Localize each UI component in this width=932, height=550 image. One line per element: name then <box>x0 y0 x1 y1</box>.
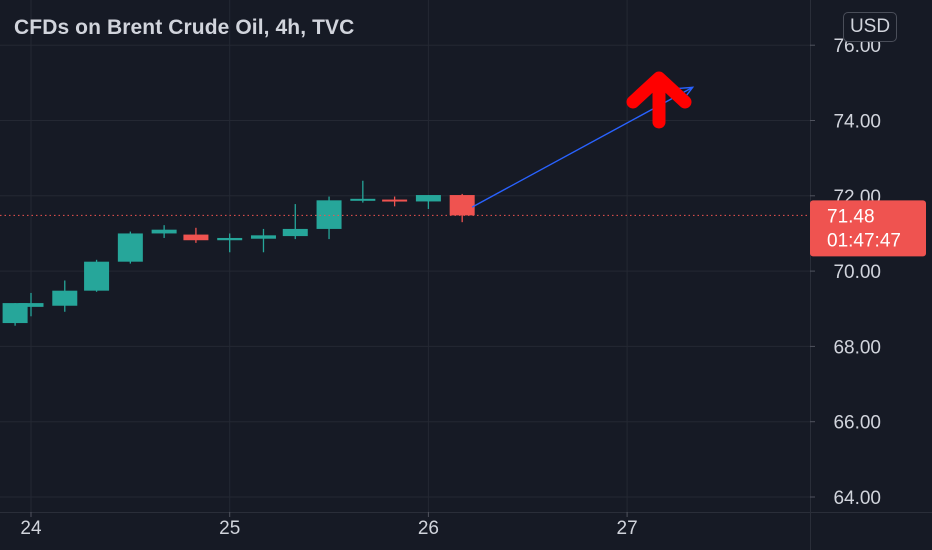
candle-body <box>18 303 44 307</box>
candle <box>382 196 408 207</box>
candle <box>2 303 28 326</box>
x-tick-label: 27 <box>617 518 638 539</box>
up-arrow-icon <box>626 71 692 129</box>
candle <box>52 280 78 312</box>
candle <box>151 225 177 238</box>
candle-body <box>316 200 342 229</box>
candle <box>217 233 243 253</box>
last-price-value: 71.48 <box>827 206 875 227</box>
candle <box>316 196 342 240</box>
candle <box>282 204 308 240</box>
candles <box>2 180 475 326</box>
candle <box>18 292 44 317</box>
x-tick-label: 26 <box>418 518 439 539</box>
candle-body <box>183 234 209 241</box>
candle-body <box>282 228 308 237</box>
candle-body <box>250 235 276 239</box>
overlay <box>0 71 810 216</box>
price-axis-bg <box>810 0 932 550</box>
bar-countdown: 01:47:47 <box>827 230 901 251</box>
chart-title: CFDs on Brent Crude Oil, 4h, TVC <box>14 16 355 39</box>
candle-body <box>217 237 243 241</box>
y-tick-label: 64.00 <box>833 488 881 509</box>
time-axis-bg <box>0 512 810 550</box>
candle <box>117 231 143 264</box>
x-tick-label: 25 <box>219 518 240 539</box>
candle <box>350 180 376 203</box>
projection-arrowhead <box>678 86 695 99</box>
candle <box>415 195 441 209</box>
candle <box>84 259 110 292</box>
y-tick-label: 74.00 <box>833 112 881 133</box>
x-tick-label: 24 <box>20 518 42 539</box>
candle-body <box>350 198 376 201</box>
grid <box>0 0 810 512</box>
currency-button[interactable]: USD <box>843 12 897 42</box>
candle-body <box>382 199 408 202</box>
candle-body <box>415 195 441 202</box>
y-tick-label: 66.00 <box>833 413 881 434</box>
last-price-box <box>810 200 926 257</box>
candle-body <box>117 233 143 262</box>
candle-body <box>2 303 28 324</box>
candle-body <box>449 195 475 216</box>
candle-body <box>52 290 78 306</box>
last-price-label: 71.48 01:47:47 <box>810 200 926 257</box>
y-tick-label: 70.00 <box>833 262 881 283</box>
candle <box>183 227 209 243</box>
candle-body <box>151 229 177 234</box>
candle-body <box>84 261 110 291</box>
y-tick-label: 68.00 <box>833 337 881 358</box>
candle <box>449 193 475 223</box>
candle <box>250 228 276 253</box>
